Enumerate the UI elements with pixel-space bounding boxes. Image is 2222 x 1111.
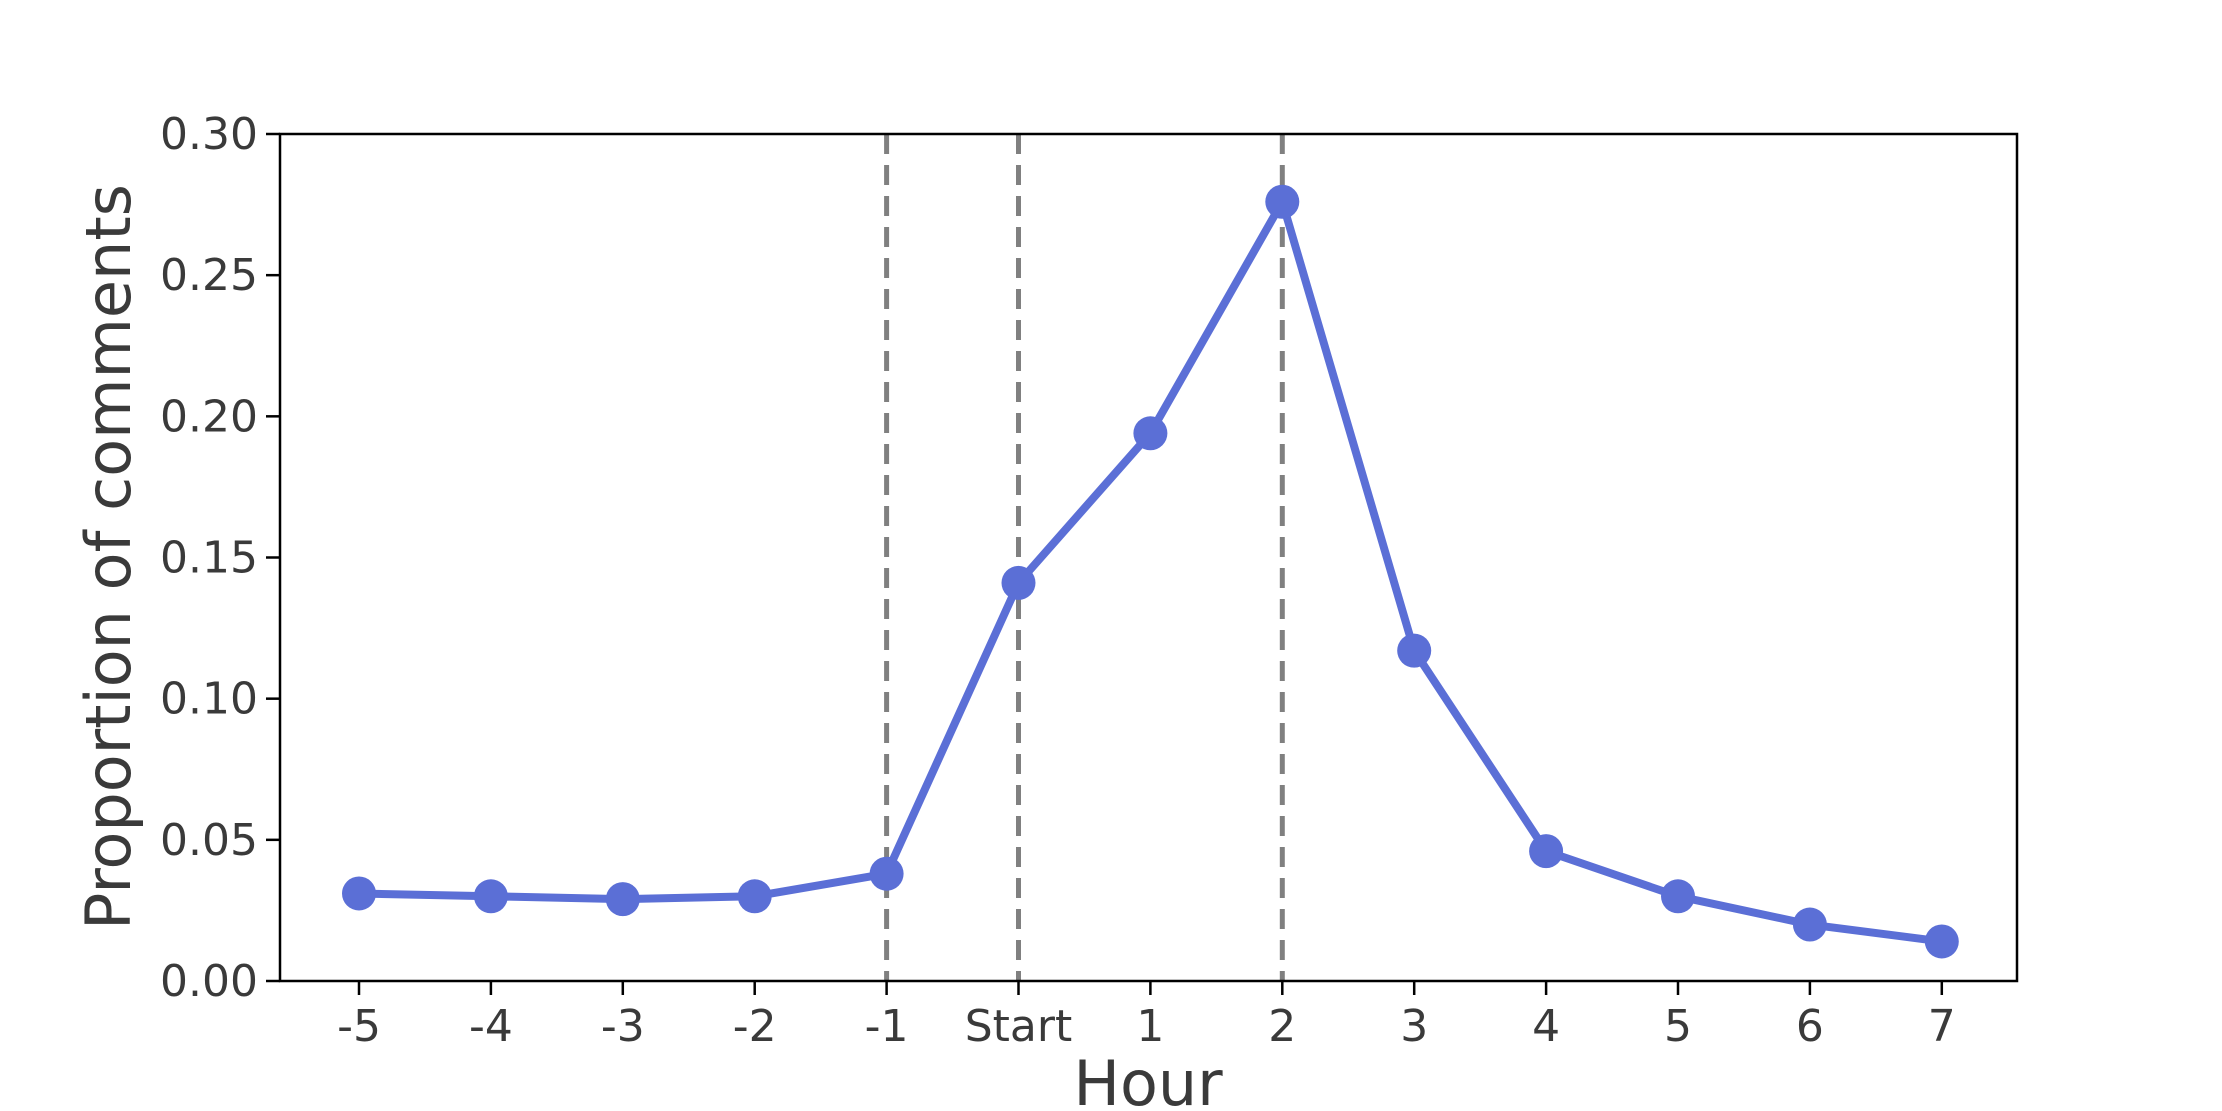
data-point: [1133, 416, 1168, 451]
x-tick-label: -2: [733, 1001, 777, 1052]
series-group: [342, 184, 1959, 959]
x-tick-label: Start: [965, 1001, 1073, 1052]
y-tick-label: 0.20: [160, 391, 258, 442]
x-tick-label: -4: [469, 1001, 513, 1052]
x-tick-label: 4: [1532, 1001, 1560, 1052]
data-point: [342, 876, 376, 911]
data-point: [473, 879, 508, 914]
x-tick-label: 7: [1928, 1001, 1956, 1052]
data-point: [737, 879, 772, 914]
data-point: [1661, 879, 1695, 914]
x-tick-label: 1: [1136, 1001, 1164, 1052]
reference-lines: [884, 134, 1285, 981]
series-line: [358, 197, 1943, 946]
x-tick-label: 6: [1796, 1001, 1824, 1052]
data-point: [1397, 633, 1432, 668]
y-axis-ticks: 0.00 0.05 0.10 0.15 0.20 0.25 0.30: [160, 109, 280, 1007]
y-axis-label: Proportion of comments: [72, 184, 145, 930]
y-tick-label: 0.10: [160, 674, 258, 725]
data-point: [869, 856, 904, 891]
data-point: [1529, 834, 1564, 869]
y-tick-label: 0.05: [160, 815, 258, 866]
x-tick-label: 2: [1268, 1001, 1296, 1052]
y-tick-label: 0.15: [160, 533, 258, 584]
data-point: [1265, 184, 1300, 219]
data-point: [1001, 565, 1036, 600]
x-axis-ticks: -5 -4 -3 -2 -1 Start 1 2 3 4 5 6 7: [337, 981, 1956, 1052]
x-tick-label: 3: [1400, 1001, 1428, 1052]
y-tick-label: 0.00: [160, 956, 258, 1007]
x-tick-label: 5: [1664, 1001, 1692, 1052]
x-tick-label: -5: [337, 1001, 381, 1052]
data-point: [1792, 907, 1827, 942]
y-tick-label: 0.25: [160, 250, 258, 301]
data-point: [1924, 924, 1959, 959]
data-point: [605, 882, 640, 917]
x-tick-label: -3: [601, 1001, 645, 1052]
x-axis-label: Hour: [1073, 1047, 1223, 1111]
plot-frame: [278, 132, 2019, 983]
x-tick-label: -1: [865, 1001, 909, 1052]
y-tick-label: 0.30: [160, 109, 258, 160]
